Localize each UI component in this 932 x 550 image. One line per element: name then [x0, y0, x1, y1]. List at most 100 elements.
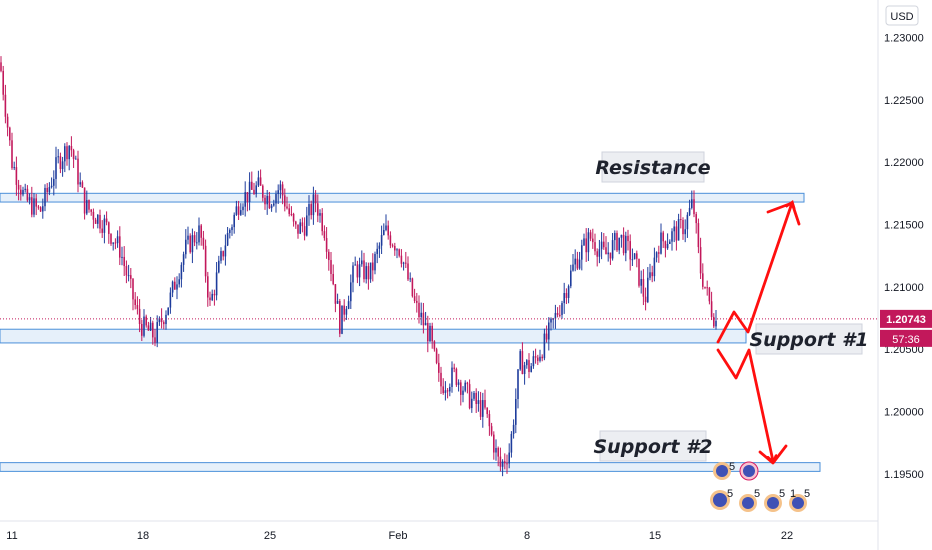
candle-body: [314, 194, 317, 204]
candle-body: [306, 215, 308, 236]
candle-body: [620, 234, 623, 238]
candle-body: [310, 204, 312, 216]
candle-body: [380, 234, 383, 246]
currency-badge[interactable]: USD: [885, 5, 919, 26]
candle-body: [114, 242, 117, 244]
candle-body: [220, 251, 222, 261]
candle-body: [633, 253, 636, 260]
candle-body: [39, 207, 42, 212]
candle-body: [325, 238, 328, 252]
candle-body: [438, 362, 440, 373]
candle-body: [101, 228, 103, 233]
candle-body: [165, 314, 167, 325]
candle-body: [706, 287, 708, 289]
candle-body: [552, 318, 554, 320]
candle-body: [442, 386, 444, 394]
candle-body: [409, 278, 411, 280]
candle-body: [519, 351, 521, 370]
candle-body: [609, 252, 612, 259]
support-1-zone[interactable]: [0, 328, 747, 344]
candle-body: [37, 206, 40, 208]
candle-body: [312, 194, 315, 216]
candle-body: [196, 242, 198, 244]
current-price-value: 1.20743: [886, 314, 926, 326]
candle-body: [651, 272, 653, 277]
candle-body: [598, 249, 601, 257]
y-tick-label: 1.22000: [884, 157, 924, 169]
svg-text:5: 5: [779, 488, 785, 500]
candle-body: [671, 231, 673, 242]
candle-body: [59, 156, 62, 170]
candle-body: [330, 260, 332, 274]
event-marker[interactable]: 5: [713, 461, 735, 480]
candle-body: [354, 264, 356, 266]
support-2-zone[interactable]: [0, 462, 821, 472]
y-tick-label: 1.20000: [884, 407, 924, 419]
candle-body: [17, 184, 20, 190]
event-markers[interactable]: 5 5 5 5 1 5: [710, 461, 810, 512]
resistance-label-text: Resistance: [595, 157, 710, 179]
candle-body: [413, 296, 416, 301]
countdown-value: 57:36: [892, 334, 920, 346]
candle-body: [618, 237, 620, 251]
candle-body: [660, 232, 662, 254]
candle-body: [433, 341, 436, 350]
candle-body: [176, 284, 178, 290]
candle-body: [477, 400, 480, 404]
candle-body: [301, 222, 304, 227]
candle-body: [211, 293, 213, 301]
candle-body: [99, 214, 101, 229]
candle-body: [130, 275, 132, 279]
candle-body: [682, 220, 684, 235]
candle-body: [649, 272, 651, 278]
candle-body: [231, 227, 233, 231]
candle-body: [587, 232, 590, 253]
candle-body: [644, 296, 647, 303]
candle-body: [559, 314, 561, 316]
candle-body: [427, 322, 429, 342]
event-marker[interactable]: 5: [739, 488, 760, 512]
x-tick-label: 11: [6, 530, 17, 542]
event-marker[interactable]: 5: [710, 488, 733, 510]
resistance-zone[interactable]: [0, 192, 805, 203]
candle-body: [233, 214, 235, 228]
bullish-projection-arrow: [716, 203, 792, 344]
candle-body: [550, 318, 552, 323]
candle-body: [264, 197, 266, 205]
candle-body: [418, 302, 420, 318]
candle-body: [125, 266, 128, 276]
candle-body: [174, 281, 176, 290]
candle-body: [11, 140, 13, 169]
candle-body: [537, 357, 539, 361]
candle-body: [526, 360, 528, 366]
candle-body: [44, 187, 46, 207]
candle-body: [389, 235, 392, 246]
candle-body: [548, 322, 550, 340]
event-marker[interactable]: [739, 461, 759, 481]
candle-body: [240, 210, 242, 215]
candle-body: [332, 273, 334, 285]
event-marker[interactable]: 1 5: [789, 488, 810, 512]
candle-body: [545, 333, 548, 340]
candle-body: [178, 279, 180, 285]
candle-body: [387, 225, 389, 236]
support-1-label[interactable]: Support #1: [750, 323, 869, 355]
candle-body: [42, 206, 44, 212]
resistance-label[interactable]: Resistance: [595, 151, 711, 183]
candle-body: [119, 236, 121, 258]
candle-body: [257, 177, 260, 186]
candle-body: [83, 187, 86, 214]
candle-body: [200, 225, 202, 238]
candle-body: [202, 237, 205, 246]
support-2-label[interactable]: Support #2: [594, 430, 713, 462]
candle-body: [396, 249, 398, 251]
event-marker[interactable]: 5: [764, 488, 785, 512]
candle-body: [127, 275, 130, 277]
candle-body: [347, 301, 350, 309]
candle-body: [702, 273, 704, 287]
candle-body: [429, 325, 431, 342]
candle-body: [372, 262, 374, 271]
candle-body: [710, 301, 713, 317]
candle-body: [563, 293, 565, 304]
